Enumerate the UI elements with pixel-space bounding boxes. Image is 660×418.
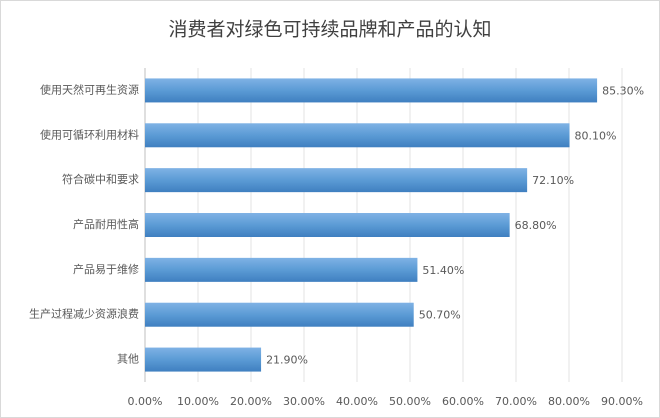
value-label: 80.10% bbox=[575, 129, 617, 142]
bar bbox=[145, 213, 510, 237]
value-label: 72.10% bbox=[532, 174, 574, 187]
y-tick-label: 其他 bbox=[117, 353, 139, 366]
y-tick-label: 使用可循环利用材料 bbox=[40, 127, 139, 141]
x-tick-label: 50.00% bbox=[389, 395, 431, 408]
bar bbox=[145, 78, 598, 103]
y-tick-label: 产品耐用性高 bbox=[73, 217, 139, 231]
bar bbox=[145, 347, 262, 372]
bar bbox=[145, 123, 570, 148]
x-tick-label: 10.00% bbox=[177, 395, 219, 408]
y-tick-label: 符合碳中和要求 bbox=[62, 172, 139, 186]
y-tick-label: 生产过程减少资源浪费 bbox=[29, 307, 139, 321]
x-tick-label: 70.00% bbox=[495, 395, 537, 408]
value-label: 68.80% bbox=[515, 219, 557, 232]
x-tick-label: 40.00% bbox=[336, 395, 378, 408]
chart-title: 消费者对绿色可持续品牌和产品的认知 bbox=[168, 19, 491, 41]
y-tick-label: 产品易于维修 bbox=[73, 262, 139, 276]
x-tick-label: 0.00% bbox=[128, 395, 163, 408]
value-label: 85.30% bbox=[602, 84, 644, 97]
x-tick-label: 60.00% bbox=[442, 395, 484, 408]
value-label: 21.90% bbox=[266, 354, 308, 367]
x-tick-label: 90.00% bbox=[601, 395, 643, 408]
bar bbox=[145, 168, 528, 193]
y-tick-label: 使用天然可再生资源 bbox=[40, 82, 139, 96]
value-label: 50.70% bbox=[419, 309, 461, 322]
bar bbox=[145, 257, 418, 282]
x-tick-label: 20.00% bbox=[230, 395, 272, 408]
bar bbox=[145, 302, 414, 327]
value-label: 51.40% bbox=[422, 264, 464, 277]
x-tick-label: 30.00% bbox=[283, 395, 325, 408]
x-tick-label: 80.00% bbox=[548, 395, 590, 408]
